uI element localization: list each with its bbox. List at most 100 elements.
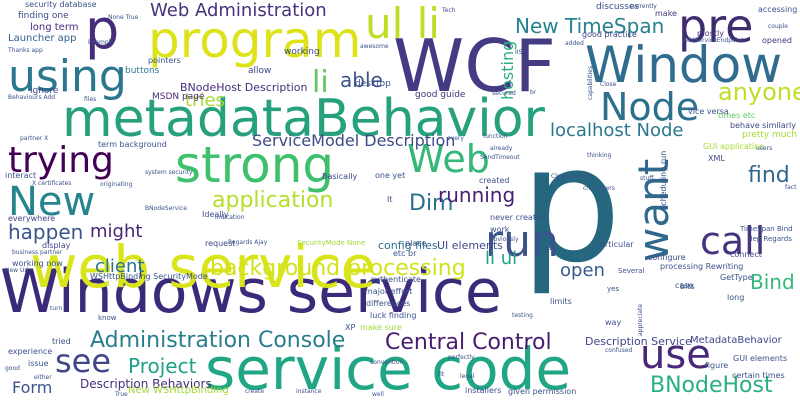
cloud-word: good practice [582, 30, 637, 39]
cloud-word: created [479, 176, 510, 185]
cloud-word: Regards Ajay [228, 239, 268, 246]
cloud-word: request [205, 239, 236, 248]
cloud-word: program [148, 11, 362, 69]
cloud-word: scheduling run [659, 150, 668, 210]
cloud-word: Description Service [585, 335, 692, 348]
cloud-word: pretty much [742, 130, 798, 140]
cloud-word: issue [28, 359, 49, 368]
cloud-word: p [85, 0, 120, 61]
cloud-word: service code [205, 335, 572, 400]
cloud-word: see [55, 342, 112, 380]
cloud-word: working now [12, 259, 63, 268]
cloud-word: Form [12, 378, 53, 397]
cloud-word: luck finding [370, 311, 417, 320]
cloud-word: good guide [415, 90, 466, 100]
cloud-word: GetType [720, 273, 753, 282]
cloud-word: BNodeHost Description [180, 81, 308, 94]
cloud-word: p [520, 111, 622, 298]
cloud-word: legal [460, 373, 475, 380]
cloud-word: Basically [322, 172, 358, 181]
cloud-word: strong [175, 136, 335, 194]
cloud-word: pointers [148, 56, 181, 65]
cloud-word: given permission [508, 387, 577, 396]
cloud-word: good [5, 365, 20, 372]
cloud-word: Web [407, 137, 490, 181]
cloud-word: authenticate [370, 275, 421, 284]
cloud-word: MSDN page [152, 92, 205, 102]
cloud-word: Dim [409, 191, 454, 216]
cloud-word: figure [705, 361, 729, 370]
cloud-word: XP [345, 323, 356, 332]
cloud-word: know [98, 314, 117, 322]
cloud-word: buttons [125, 66, 160, 76]
cloud-word: trying [8, 140, 114, 181]
cloud-word: place [405, 239, 427, 248]
cloud-word: vice versa [688, 107, 729, 116]
cloud-word: characters [583, 185, 615, 192]
cloud-word: discusses [596, 2, 640, 12]
cloud-word: Node [600, 85, 700, 129]
cloud-word: run [485, 216, 559, 267]
cloud-word: major effort [365, 287, 413, 296]
cloud-word: web service [30, 233, 377, 301]
cloud-word: find [748, 163, 790, 188]
cloud-word: AddServiceEndpoint [683, 37, 744, 44]
cloud-word: finding one [18, 11, 69, 21]
cloud-word: mostly [697, 29, 724, 38]
cloud-word: Administration Console [90, 328, 346, 353]
cloud-word: processing Rewriting [660, 262, 744, 271]
cloud-word: Ideally [202, 210, 229, 219]
cloud-word: IIS [515, 49, 523, 56]
cloud-word: client [95, 256, 145, 277]
cloud-word: SecurityMode None [297, 239, 366, 247]
cloud-word: MetadataBehavior [690, 335, 782, 346]
cloud-word: call [700, 219, 766, 263]
cloud-word: thinking [587, 152, 612, 159]
cloud-word: way [605, 318, 622, 327]
cloud-word: files [84, 96, 97, 103]
cloud-word: background processing [210, 256, 466, 281]
cloud-word: Close [600, 81, 617, 88]
cloud-word: li [312, 65, 329, 100]
cloud-word: Windows service [0, 257, 502, 327]
cloud-word: able [340, 68, 383, 92]
cloud-word: perfectly [448, 354, 475, 361]
cloud-word: one yet [375, 171, 406, 180]
cloud-word: etc br [393, 249, 417, 258]
cloud-word: differences [366, 299, 411, 308]
cloud-word: work [490, 225, 510, 234]
cloud-word: TimeSpan Bind [740, 225, 793, 233]
cloud-word: convention [370, 359, 404, 366]
cloud-word: GUI elements [733, 354, 788, 363]
cloud-word: opened [762, 36, 792, 45]
cloud-word: config files [378, 239, 438, 252]
cloud-word: Thanks app [8, 47, 43, 54]
cloud-word: running [438, 183, 516, 207]
cloud-word: bits [680, 282, 695, 291]
cloud-word: obviously [490, 236, 519, 243]
cloud-word: Central Control [385, 330, 552, 355]
cloud-word: li ul [485, 248, 518, 269]
cloud-word: XML [708, 154, 725, 163]
cloud-word: secured [492, 90, 516, 97]
cloud-word: BNodeService [145, 205, 187, 212]
cloud-word: Bind [750, 270, 795, 294]
cloud-word: make sure [360, 323, 402, 332]
cloud-word: experience [8, 347, 53, 356]
cloud-word: Description Behaviors [80, 377, 212, 391]
cloud-word: users [756, 145, 773, 152]
cloud-word: CloseTimeout [551, 173, 592, 180]
cloud-word: every [447, 135, 464, 142]
cloud-word: behave similarly [730, 121, 796, 130]
cloud-word: fit [438, 371, 445, 378]
cloud-word: GUI application [703, 142, 765, 151]
cloud-word: New [8, 179, 96, 225]
cloud-word: appreciate [637, 303, 644, 336]
cloud-word: ignore [30, 86, 59, 96]
cloud-word: Behaviours Add [8, 94, 56, 101]
cloud-word: UI elements [437, 239, 503, 252]
cloud-word: limits [550, 297, 572, 306]
cloud-word: confused [605, 347, 633, 354]
cloud-word: metadataBehavior [62, 89, 545, 149]
